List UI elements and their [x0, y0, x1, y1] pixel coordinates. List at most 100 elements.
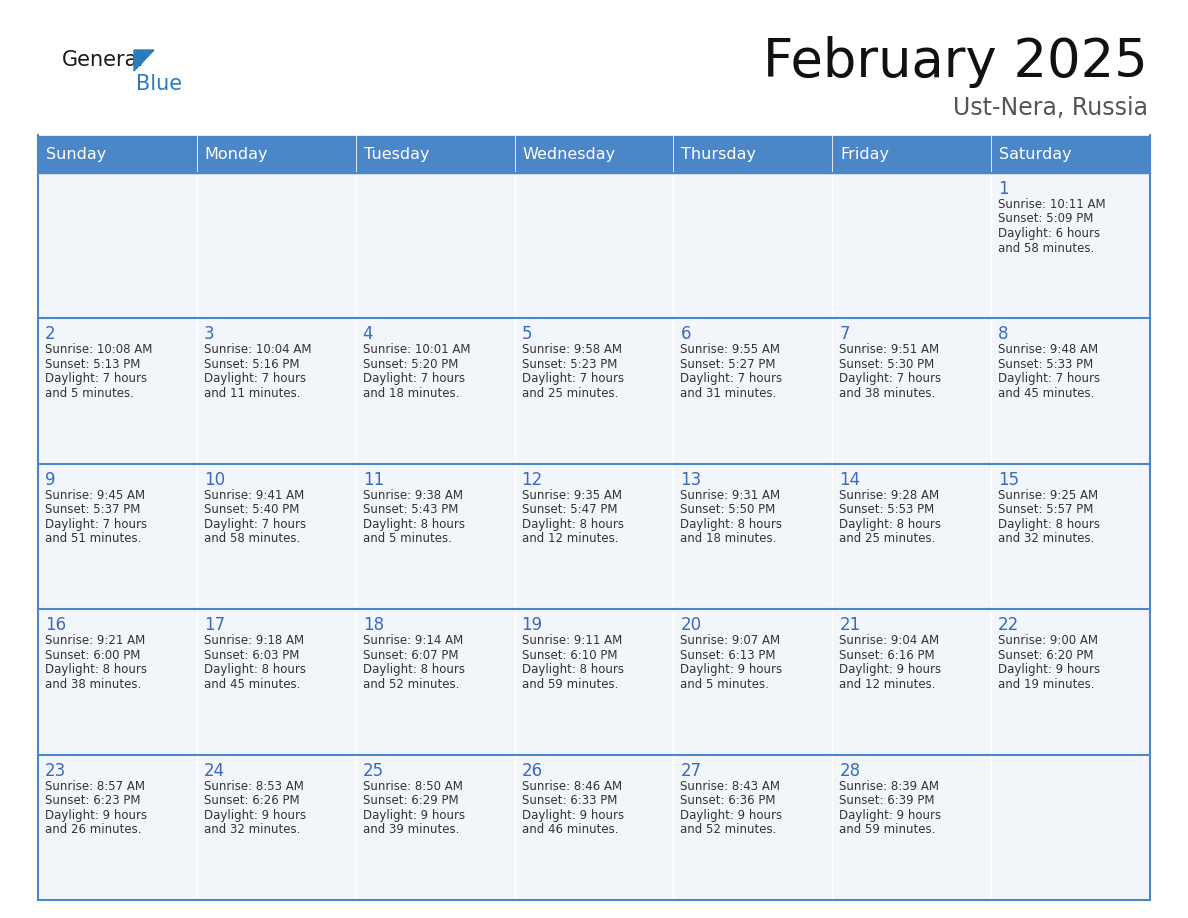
Text: Sunrise: 9:45 AM: Sunrise: 9:45 AM: [45, 488, 145, 502]
Text: Sunrise: 9:18 AM: Sunrise: 9:18 AM: [204, 634, 304, 647]
Text: Daylight: 9 hours: Daylight: 9 hours: [522, 809, 624, 822]
Text: Sunset: 6:36 PM: Sunset: 6:36 PM: [681, 794, 776, 807]
Text: 25: 25: [362, 762, 384, 779]
Text: and 46 minutes.: and 46 minutes.: [522, 823, 618, 836]
Bar: [674, 319, 833, 464]
Text: Saturday: Saturday: [999, 147, 1072, 162]
Text: 27: 27: [681, 762, 702, 779]
Text: Daylight: 8 hours: Daylight: 8 hours: [362, 518, 465, 531]
Text: Daylight: 7 hours: Daylight: 7 hours: [45, 518, 147, 531]
Text: Tuesday: Tuesday: [364, 147, 429, 162]
Text: Sunrise: 9:11 AM: Sunrise: 9:11 AM: [522, 634, 621, 647]
Text: 11: 11: [362, 471, 384, 488]
Text: Sunset: 6:03 PM: Sunset: 6:03 PM: [204, 649, 299, 662]
Bar: [674, 464, 833, 610]
Text: Sunrise: 8:53 AM: Sunrise: 8:53 AM: [204, 779, 304, 792]
Bar: [38, 464, 197, 610]
Bar: [514, 173, 674, 319]
Text: 23: 23: [45, 762, 67, 779]
Text: Sunset: 6:20 PM: Sunset: 6:20 PM: [998, 649, 1094, 662]
Text: Sunset: 6:10 PM: Sunset: 6:10 PM: [522, 649, 617, 662]
Text: and 18 minutes.: and 18 minutes.: [362, 386, 459, 400]
Text: Sunset: 6:26 PM: Sunset: 6:26 PM: [204, 794, 299, 807]
Bar: [833, 173, 991, 319]
Bar: [197, 319, 355, 464]
Text: Sunset: 6:07 PM: Sunset: 6:07 PM: [362, 649, 459, 662]
Text: and 52 minutes.: and 52 minutes.: [362, 677, 459, 690]
Text: Sunset: 5:33 PM: Sunset: 5:33 PM: [998, 358, 1093, 371]
Text: 12: 12: [522, 471, 543, 488]
Text: Sunrise: 8:46 AM: Sunrise: 8:46 AM: [522, 779, 621, 792]
Text: and 25 minutes.: and 25 minutes.: [839, 532, 936, 545]
Text: Sunrise: 10:01 AM: Sunrise: 10:01 AM: [362, 343, 470, 356]
Text: Sunset: 6:33 PM: Sunset: 6:33 PM: [522, 794, 617, 807]
Text: Daylight: 9 hours: Daylight: 9 hours: [839, 809, 941, 822]
Bar: [197, 610, 355, 755]
Text: Sunset: 5:43 PM: Sunset: 5:43 PM: [362, 503, 459, 516]
Text: and 5 minutes.: and 5 minutes.: [45, 386, 134, 400]
Text: Daylight: 9 hours: Daylight: 9 hours: [998, 663, 1100, 677]
Text: 2: 2: [45, 325, 56, 343]
Text: Sunrise: 9:00 AM: Sunrise: 9:00 AM: [998, 634, 1098, 647]
Text: 9: 9: [45, 471, 56, 488]
Text: Sunset: 6:29 PM: Sunset: 6:29 PM: [362, 794, 459, 807]
Text: 20: 20: [681, 616, 702, 634]
Bar: [38, 173, 197, 319]
Text: Sunset: 5:40 PM: Sunset: 5:40 PM: [204, 503, 299, 516]
Text: and 45 minutes.: and 45 minutes.: [998, 386, 1094, 400]
Bar: [674, 173, 833, 319]
Text: 18: 18: [362, 616, 384, 634]
Text: Friday: Friday: [840, 147, 890, 162]
Text: Sunrise: 9:28 AM: Sunrise: 9:28 AM: [839, 488, 940, 502]
Text: Daylight: 8 hours: Daylight: 8 hours: [839, 518, 941, 531]
Text: Sunset: 6:13 PM: Sunset: 6:13 PM: [681, 649, 776, 662]
Text: Daylight: 8 hours: Daylight: 8 hours: [362, 663, 465, 677]
Text: 6: 6: [681, 325, 691, 343]
Bar: [833, 319, 991, 464]
Bar: [355, 610, 514, 755]
Text: Sunset: 5:13 PM: Sunset: 5:13 PM: [45, 358, 140, 371]
Text: Daylight: 9 hours: Daylight: 9 hours: [45, 809, 147, 822]
Text: Daylight: 7 hours: Daylight: 7 hours: [45, 373, 147, 386]
Text: Sunrise: 9:25 AM: Sunrise: 9:25 AM: [998, 488, 1098, 502]
Text: and 59 minutes.: and 59 minutes.: [839, 823, 936, 836]
Bar: [991, 464, 1150, 610]
Text: Sunrise: 9:48 AM: Sunrise: 9:48 AM: [998, 343, 1098, 356]
Text: and 31 minutes.: and 31 minutes.: [681, 386, 777, 400]
Polygon shape: [134, 50, 154, 71]
Bar: [38, 135, 197, 173]
Text: Blue: Blue: [135, 74, 182, 94]
Text: Daylight: 8 hours: Daylight: 8 hours: [681, 518, 783, 531]
Text: 1: 1: [998, 180, 1009, 198]
Text: Sunset: 5:16 PM: Sunset: 5:16 PM: [204, 358, 299, 371]
Text: Sunrise: 10:04 AM: Sunrise: 10:04 AM: [204, 343, 311, 356]
Text: 13: 13: [681, 471, 702, 488]
Bar: [355, 135, 514, 173]
Text: and 19 minutes.: and 19 minutes.: [998, 677, 1094, 690]
Bar: [514, 610, 674, 755]
Bar: [38, 610, 197, 755]
Text: Sunset: 5:47 PM: Sunset: 5:47 PM: [522, 503, 617, 516]
Bar: [197, 755, 355, 900]
Bar: [514, 755, 674, 900]
Text: 28: 28: [839, 762, 860, 779]
Text: Ust-Nera, Russia: Ust-Nera, Russia: [953, 96, 1148, 120]
Bar: [38, 319, 197, 464]
Text: Daylight: 9 hours: Daylight: 9 hours: [681, 809, 783, 822]
Text: Daylight: 9 hours: Daylight: 9 hours: [681, 663, 783, 677]
Text: Daylight: 7 hours: Daylight: 7 hours: [522, 373, 624, 386]
Text: Sunset: 5:27 PM: Sunset: 5:27 PM: [681, 358, 776, 371]
Text: and 38 minutes.: and 38 minutes.: [839, 386, 935, 400]
Text: Daylight: 7 hours: Daylight: 7 hours: [204, 373, 307, 386]
Text: Sunrise: 9:14 AM: Sunrise: 9:14 AM: [362, 634, 463, 647]
Text: 19: 19: [522, 616, 543, 634]
Bar: [355, 173, 514, 319]
Text: and 32 minutes.: and 32 minutes.: [204, 823, 301, 836]
Text: Sunrise: 9:58 AM: Sunrise: 9:58 AM: [522, 343, 621, 356]
Text: Daylight: 9 hours: Daylight: 9 hours: [362, 809, 465, 822]
Text: Daylight: 8 hours: Daylight: 8 hours: [998, 518, 1100, 531]
Text: Sunrise: 10:11 AM: Sunrise: 10:11 AM: [998, 198, 1106, 211]
Bar: [991, 319, 1150, 464]
Text: 7: 7: [839, 325, 849, 343]
Text: Wednesday: Wednesday: [523, 147, 615, 162]
